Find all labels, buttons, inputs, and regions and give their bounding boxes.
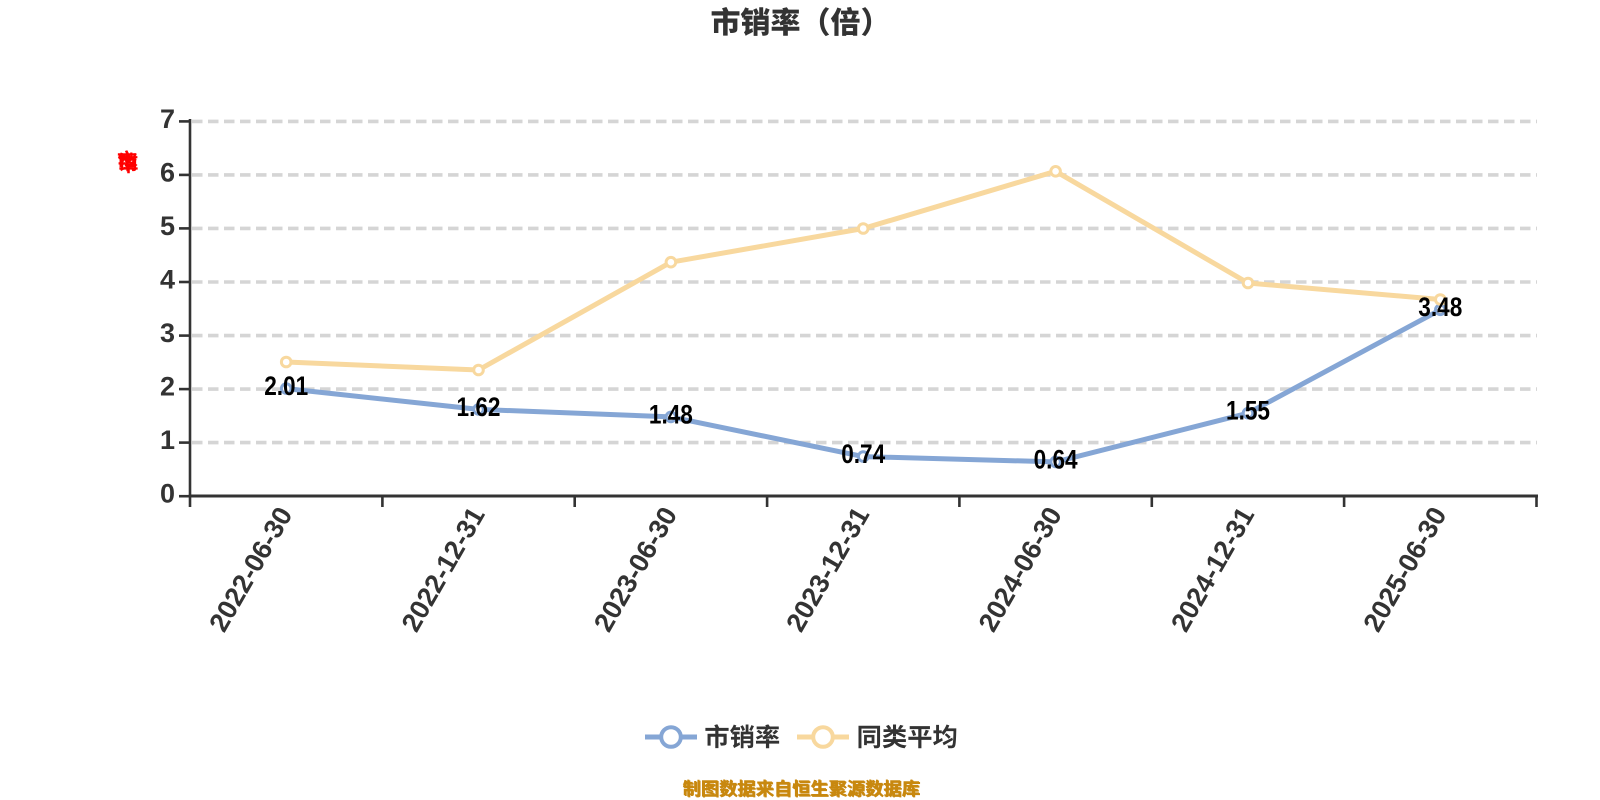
svg-text:1: 1 (160, 425, 175, 455)
svg-text:4: 4 (160, 265, 175, 295)
svg-text:6: 6 (160, 157, 175, 187)
svg-text:2024-12-31: 2024-12-31 (1165, 502, 1260, 637)
svg-text:2022-06-30: 2022-06-30 (203, 502, 298, 637)
svg-text:1.55: 1.55 (1226, 396, 1270, 426)
svg-text:3.48: 3.48 (1418, 292, 1462, 322)
svg-text:2023-06-30: 2023-06-30 (588, 502, 683, 637)
svg-text:5: 5 (160, 211, 175, 241)
svg-text:0.74: 0.74 (841, 439, 885, 469)
svg-text:0: 0 (160, 479, 175, 509)
svg-text:3: 3 (160, 318, 175, 348)
svg-text:0.64: 0.64 (1034, 444, 1078, 474)
svg-text:2024-06-30: 2024-06-30 (973, 502, 1068, 637)
svg-text:2023-12-31: 2023-12-31 (780, 502, 875, 637)
svg-text:2025-06-30: 2025-06-30 (1357, 502, 1452, 637)
svg-text:2022-12-31: 2022-12-31 (396, 502, 491, 637)
svg-text:2: 2 (160, 372, 175, 402)
svg-text:1.48: 1.48 (649, 399, 693, 429)
svg-text:7: 7 (160, 104, 175, 134)
svg-text:1.62: 1.62 (457, 392, 501, 422)
svg-text:2.01: 2.01 (264, 371, 308, 401)
